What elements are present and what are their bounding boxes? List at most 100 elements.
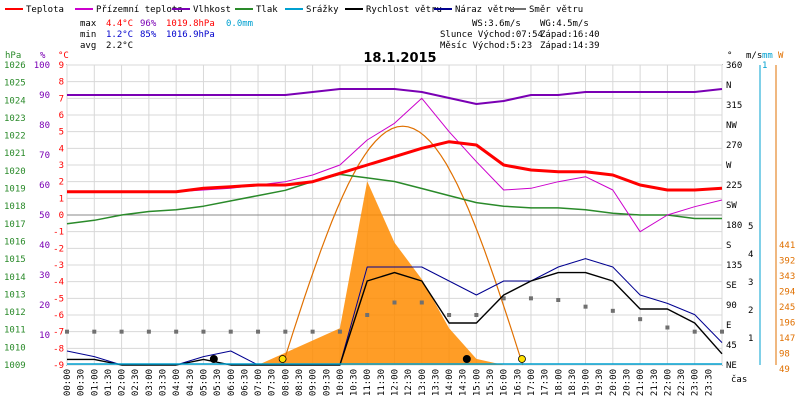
axis-unit-mm: mm: [762, 51, 773, 61]
stat-moonset: Západ:14:39: [540, 41, 600, 51]
tick-label-x: 07:00: [254, 369, 264, 396]
tick-label-x: 11:00: [363, 369, 373, 396]
tick-label-pct: 50: [39, 211, 50, 221]
tick-label-pct: 70: [39, 151, 50, 161]
tick-label-pct: 100: [34, 61, 50, 71]
tick-label-c: -1: [53, 228, 64, 238]
series-wind-direction-point: [474, 313, 479, 317]
tick-label-c: 8: [59, 78, 64, 88]
tick-label-direction: 360: [726, 61, 742, 71]
legend-label-srazky: Srážky: [306, 5, 339, 15]
series-temperature: [67, 140, 723, 194]
series-wind-direction-point: [692, 329, 697, 334]
tick-label-direction: W: [726, 161, 732, 171]
series-humidity: [67, 88, 723, 105]
tick-label-c: -8: [53, 344, 64, 354]
stat-wg: WG:4.5m/s: [540, 19, 589, 29]
tick-label-c: -7: [53, 328, 64, 338]
legend-label-vlhkost: Vlhkost: [193, 5, 231, 15]
stat-min-label: min: [80, 30, 96, 40]
tick-label-hpa: 1026: [4, 61, 26, 71]
marker-sunrise: [278, 355, 287, 363]
tick-label-c: 9: [59, 61, 64, 71]
series-wind-direction-point: [365, 313, 370, 317]
tick-label-x: 06:30: [240, 369, 250, 396]
tick-label-w: 196: [779, 319, 795, 329]
tick-label-x: 10:30: [350, 369, 360, 396]
tick-label-hpa: 1015: [4, 255, 26, 265]
legend-item-rychlost-vetru: Rychlost větru: [345, 5, 442, 15]
tick-label-pct: 20: [39, 301, 50, 311]
tick-label-hpa: 1016: [4, 237, 26, 247]
series-wind-direction-point: [528, 296, 533, 301]
tick-label-x: 15:30: [486, 369, 496, 396]
tick-label-x: 01:00: [90, 369, 100, 396]
legend-item-prizemni-teplota: Přízemní teplota: [75, 5, 183, 15]
series-wind-direction-point: [501, 296, 506, 301]
tick-label-c: 6: [59, 111, 64, 121]
series-wind-direction-point: [310, 329, 315, 334]
tick-label-x: 12:00: [391, 369, 401, 396]
tick-label-w: 441: [779, 241, 795, 251]
tick-label-w: 392: [779, 257, 795, 267]
tick-label-x: 16:30: [513, 369, 523, 396]
tick-label-direction: 45: [726, 341, 737, 351]
stat-ws: WS:3.6m/s: [472, 19, 521, 29]
tick-label-pct: 10: [39, 331, 50, 341]
stat-max-hum: 96%: [140, 19, 157, 29]
tick-label-c: -5: [53, 294, 64, 304]
series-pressure: [66, 173, 722, 225]
legend-item-smer-vetru: Směr větru: [508, 5, 583, 15]
tick-label-x: 13:00: [418, 369, 428, 396]
stat-min-hum: 85%: [140, 30, 157, 40]
tick-label-x: 03:30: [159, 369, 169, 396]
tick-label-x: 03:00: [145, 369, 155, 396]
tick-label-pct: 90: [39, 91, 50, 101]
tick-label-x: 12:30: [404, 369, 414, 396]
tick-label-x: 22:00: [663, 369, 673, 396]
tick-label-direction: S: [726, 241, 731, 251]
stat-moon: Měsíc Východ:5:23: [440, 41, 532, 51]
series-wind-direction-point: [583, 304, 588, 309]
legend-item-tlak: Tlak: [235, 5, 278, 15]
tick-label-c: 7: [59, 94, 64, 104]
tick-label-ms: 1: [748, 334, 753, 344]
tick-label-direction: 270: [726, 141, 742, 151]
tick-label-x: 23:00: [691, 369, 701, 396]
tick-label-x: 09:00: [309, 369, 319, 396]
stat-min-press: 1016.9hPa: [166, 30, 215, 40]
tick-label-hpa: 1018: [4, 202, 26, 212]
stat-avg-label: avg: [80, 41, 96, 51]
series-wind-speed: [67, 271, 723, 366]
tick-label-direction: 135: [726, 261, 742, 271]
tick-label-x: 10:00: [336, 369, 346, 396]
tick-label-hpa: 1022: [4, 132, 26, 142]
axis-unit-deg: °: [727, 51, 732, 61]
tick-label-c: 0: [59, 211, 64, 221]
axis-unit-w: W: [778, 51, 784, 61]
tick-label-w: 343: [779, 272, 795, 282]
tick-label-hpa: 1025: [4, 79, 26, 89]
tick-label-x: 20:30: [622, 369, 632, 396]
series-wind-direction-point: [228, 329, 233, 334]
legend-label-rychlost-vetru: Rychlost větru: [366, 5, 442, 15]
tick-label-x: 19:00: [582, 369, 592, 396]
tick-label-x: 15:00: [472, 369, 482, 396]
x-axis-label: čas: [731, 374, 747, 385]
tick-label-x: 02:30: [131, 369, 141, 396]
stats: max 4.4°C 96% 1019.8hPa 0.0mm min 1.2°C …: [80, 19, 600, 51]
series-wind-direction-point: [201, 329, 206, 334]
tick-label-pct: 80: [39, 121, 50, 131]
tick-label-x: 14:00: [445, 369, 455, 396]
tick-label-x: 18:30: [568, 369, 578, 396]
tick-label-c: -2: [53, 244, 64, 254]
legend-item-vlhkost: Vlhkost: [172, 5, 231, 15]
tick-label-x: 00:00: [63, 369, 73, 396]
series-wind-direction-point: [146, 329, 151, 334]
tick-label-hpa: 1017: [4, 220, 26, 230]
tick-label-hpa: 1023: [4, 114, 26, 124]
legend-item-srazky: Srážky: [285, 5, 339, 15]
legend-label-smer-vetru: Směr větru: [529, 5, 583, 15]
